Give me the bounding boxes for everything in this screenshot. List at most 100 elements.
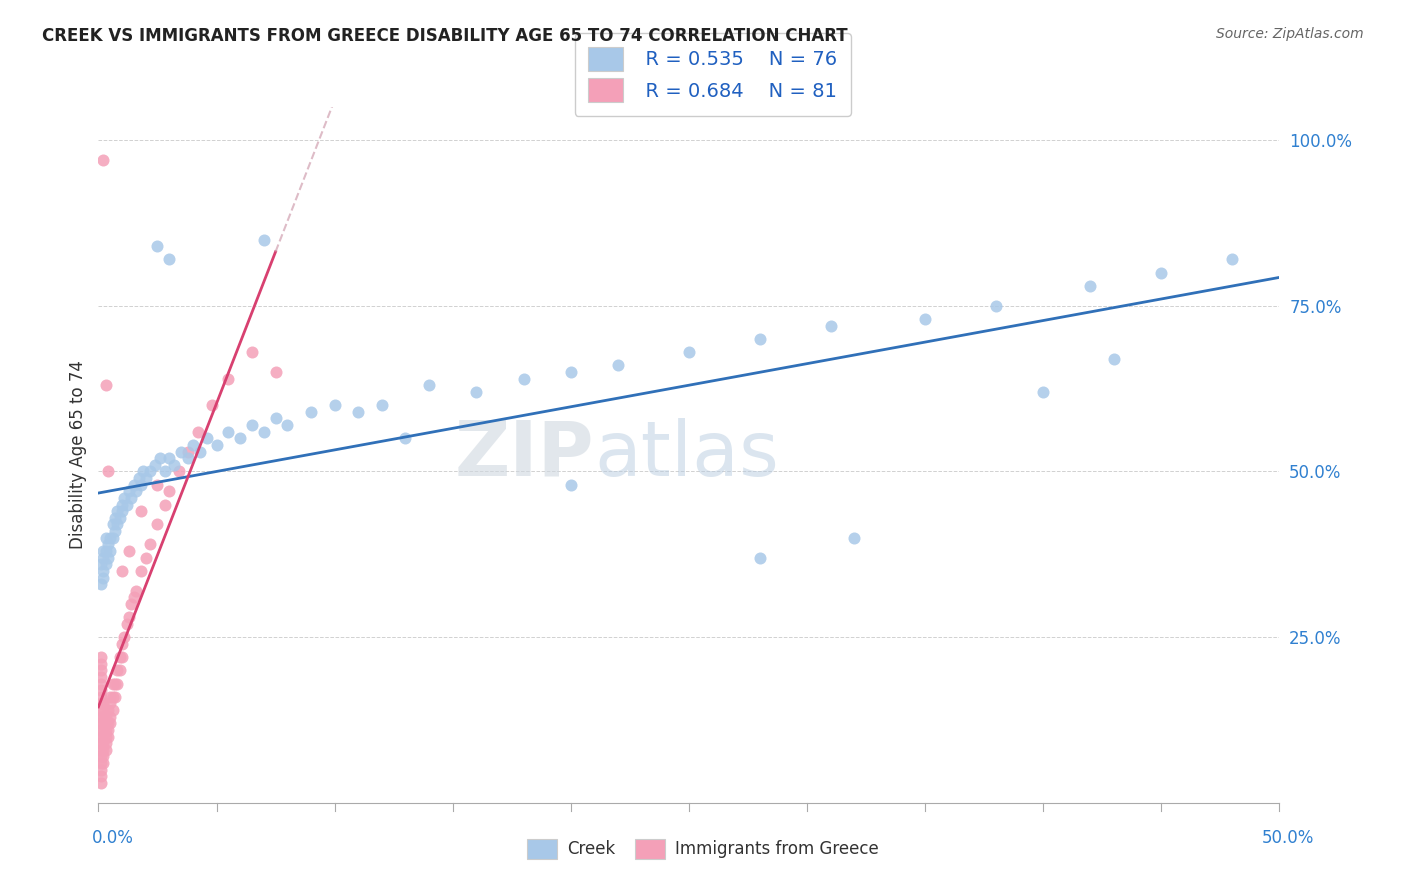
Point	[229, 431, 252, 445]
Point	[157, 451, 180, 466]
Point	[101, 676, 124, 690]
Point	[163, 458, 186, 472]
Point	[157, 252, 180, 267]
Point	[111, 637, 134, 651]
Point	[1220, 252, 1243, 267]
Point	[105, 663, 128, 677]
Text: Source: ZipAtlas.com: Source: ZipAtlas.com	[1216, 27, 1364, 41]
Point	[240, 345, 263, 359]
Point	[132, 465, 155, 479]
Point	[97, 537, 120, 551]
Point	[94, 558, 117, 572]
Point	[253, 425, 276, 439]
Point	[94, 730, 117, 744]
Point	[94, 544, 117, 558]
Point	[104, 690, 127, 704]
Point	[94, 743, 117, 757]
Point	[91, 723, 114, 737]
Point	[90, 763, 112, 777]
Point	[97, 703, 120, 717]
Point	[91, 703, 114, 717]
Point	[101, 531, 124, 545]
Point	[101, 690, 124, 704]
Point	[121, 491, 143, 505]
Point	[94, 736, 117, 750]
Point	[97, 550, 120, 565]
Point	[115, 616, 138, 631]
Point	[146, 477, 169, 491]
Point	[94, 531, 117, 545]
Point	[188, 444, 211, 458]
Point	[820, 318, 842, 333]
Point	[91, 550, 114, 565]
Point	[115, 498, 138, 512]
Point	[149, 451, 172, 466]
Point	[105, 517, 128, 532]
Point	[98, 544, 121, 558]
Point	[108, 511, 131, 525]
Point	[177, 444, 200, 458]
Point	[177, 451, 200, 466]
Point	[90, 749, 112, 764]
Point	[984, 299, 1007, 313]
Point	[101, 703, 124, 717]
Point	[128, 471, 150, 485]
Point	[121, 597, 143, 611]
Point	[104, 511, 127, 525]
Point	[98, 697, 121, 711]
Point	[105, 676, 128, 690]
Point	[170, 444, 193, 458]
Point	[181, 438, 204, 452]
Point	[91, 153, 114, 167]
Point	[146, 239, 169, 253]
Point	[90, 776, 112, 790]
Point	[125, 583, 148, 598]
Point	[323, 398, 346, 412]
Point	[97, 465, 120, 479]
Point	[560, 365, 582, 379]
Point	[91, 756, 114, 770]
Point	[91, 716, 114, 731]
Point	[347, 405, 370, 419]
Point	[91, 736, 114, 750]
Point	[104, 524, 127, 538]
Y-axis label: Disability Age 65 to 74: Disability Age 65 to 74	[69, 360, 87, 549]
Point	[129, 504, 152, 518]
Point	[512, 372, 534, 386]
Point	[90, 736, 112, 750]
Point	[94, 709, 117, 723]
Point	[195, 431, 218, 445]
Point	[1102, 351, 1125, 366]
Point	[118, 610, 141, 624]
Point	[153, 465, 176, 479]
Legend: Creek, Immigrants from Greece: Creek, Immigrants from Greece	[520, 832, 886, 866]
Point	[205, 438, 228, 452]
Point	[91, 544, 114, 558]
Point	[122, 591, 145, 605]
Point	[253, 233, 276, 247]
Point	[157, 484, 180, 499]
Point	[299, 405, 322, 419]
Point	[914, 312, 936, 326]
Point	[118, 544, 141, 558]
Point	[111, 498, 134, 512]
Point	[394, 431, 416, 445]
Point	[90, 690, 112, 704]
Point	[371, 398, 394, 412]
Point	[153, 498, 176, 512]
Point	[217, 372, 239, 386]
Point	[240, 418, 263, 433]
Point	[90, 703, 112, 717]
Point	[90, 657, 112, 671]
Point	[122, 477, 145, 491]
Point	[98, 709, 121, 723]
Point	[118, 484, 141, 499]
Point	[111, 564, 134, 578]
Point	[1080, 279, 1102, 293]
Point	[112, 630, 135, 644]
Legend:   R = 0.535    N = 76,   R = 0.684    N = 81: R = 0.535 N = 76, R = 0.684 N = 81	[575, 33, 851, 116]
Point	[201, 398, 224, 412]
Point	[108, 663, 131, 677]
Point	[90, 756, 112, 770]
Point	[111, 504, 134, 518]
